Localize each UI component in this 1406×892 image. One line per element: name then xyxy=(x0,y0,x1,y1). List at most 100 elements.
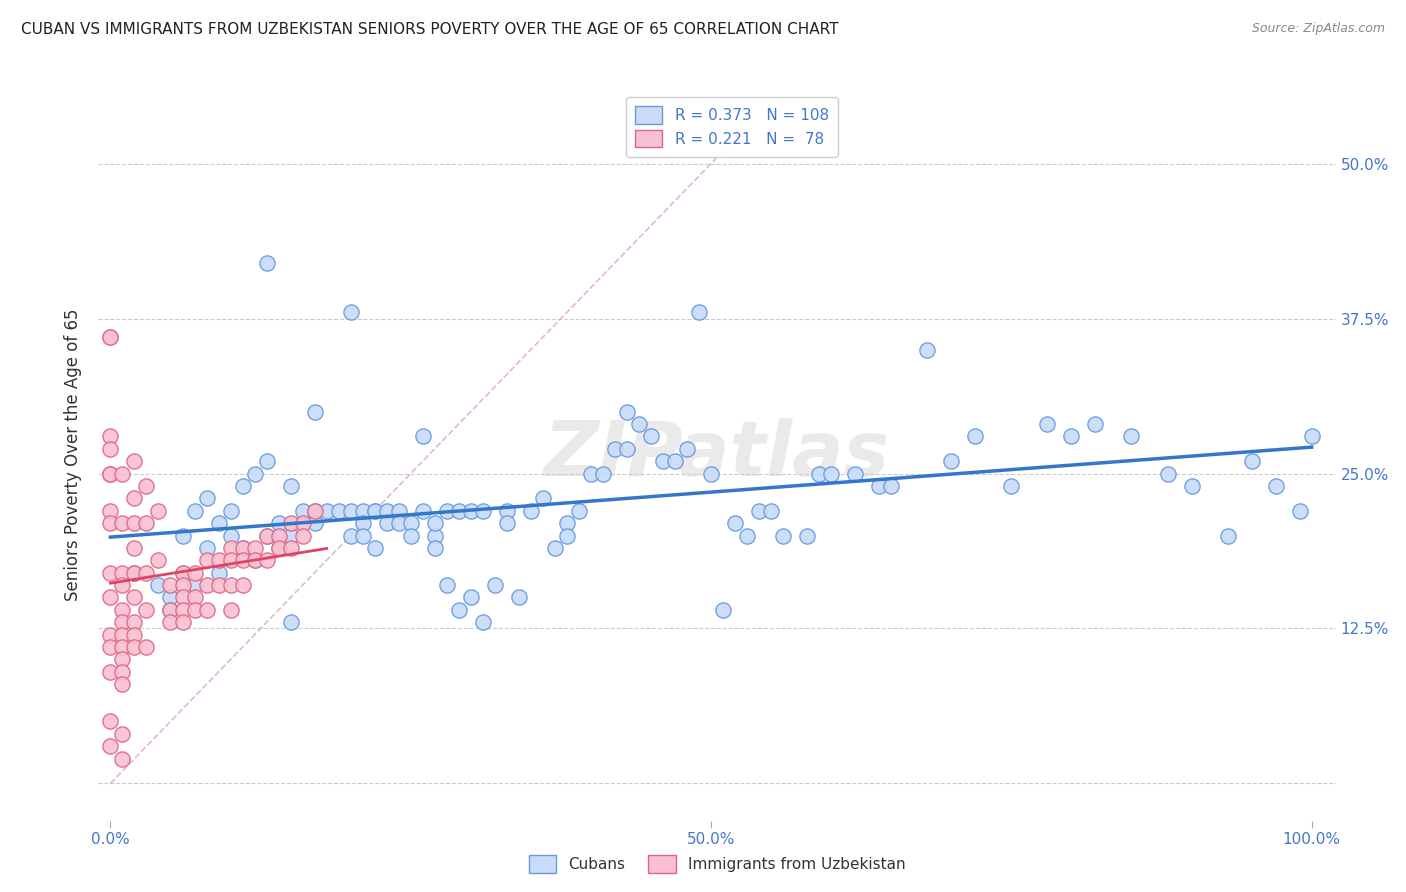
Point xyxy=(256,454,278,468)
Point xyxy=(676,442,699,456)
Point xyxy=(616,442,638,456)
Point xyxy=(111,652,134,666)
Point xyxy=(124,566,146,580)
Point xyxy=(148,553,170,567)
Point xyxy=(135,566,157,580)
Point xyxy=(111,516,134,530)
Point xyxy=(616,404,638,418)
Point xyxy=(111,727,134,741)
Point xyxy=(652,454,675,468)
Point xyxy=(256,553,278,567)
Point xyxy=(965,429,987,443)
Point xyxy=(100,467,122,481)
Point xyxy=(267,516,290,530)
Point xyxy=(172,578,194,592)
Point xyxy=(364,541,387,555)
Point xyxy=(207,553,229,567)
Point xyxy=(135,603,157,617)
Text: ZIPatlas: ZIPatlas xyxy=(544,418,890,491)
Point xyxy=(243,467,266,481)
Point xyxy=(111,677,134,691)
Point xyxy=(219,578,242,592)
Text: Source: ZipAtlas.com: Source: ZipAtlas.com xyxy=(1251,22,1385,36)
Point xyxy=(232,553,254,567)
Point xyxy=(1180,479,1202,493)
Point xyxy=(172,566,194,580)
Point xyxy=(280,615,302,630)
Point xyxy=(100,467,122,481)
Point xyxy=(195,578,218,592)
Point xyxy=(172,566,194,580)
Point xyxy=(1036,417,1059,431)
Point xyxy=(100,516,122,530)
Point xyxy=(531,491,554,506)
Point xyxy=(941,454,963,468)
Point xyxy=(352,528,374,542)
Point xyxy=(1060,429,1083,443)
Point xyxy=(399,516,422,530)
Point xyxy=(388,504,411,518)
Point xyxy=(111,467,134,481)
Point xyxy=(1288,504,1310,518)
Point xyxy=(172,603,194,617)
Point xyxy=(808,467,831,481)
Point xyxy=(724,516,747,530)
Point xyxy=(423,541,446,555)
Point xyxy=(124,491,146,506)
Point xyxy=(1084,417,1107,431)
Point xyxy=(159,578,181,592)
Point xyxy=(844,467,866,481)
Point xyxy=(124,516,146,530)
Point xyxy=(592,467,614,481)
Point xyxy=(1121,429,1143,443)
Point xyxy=(111,628,134,642)
Point xyxy=(219,553,242,567)
Point xyxy=(219,541,242,555)
Point xyxy=(232,541,254,555)
Point xyxy=(759,504,782,518)
Point xyxy=(748,504,770,518)
Point xyxy=(100,330,122,344)
Point xyxy=(436,504,458,518)
Point xyxy=(100,442,122,456)
Point xyxy=(135,479,157,493)
Point xyxy=(232,479,254,493)
Point xyxy=(267,541,290,555)
Point xyxy=(555,528,578,542)
Point xyxy=(172,591,194,605)
Point xyxy=(207,566,229,580)
Point xyxy=(100,591,122,605)
Point xyxy=(495,504,517,518)
Point xyxy=(148,578,170,592)
Point xyxy=(111,578,134,592)
Point xyxy=(172,615,194,630)
Point xyxy=(256,528,278,542)
Point xyxy=(183,591,205,605)
Point xyxy=(124,454,146,468)
Point xyxy=(100,330,122,344)
Point xyxy=(207,516,229,530)
Point xyxy=(735,528,758,542)
Point xyxy=(868,479,890,493)
Point xyxy=(243,553,266,567)
Point xyxy=(664,454,686,468)
Point xyxy=(603,442,626,456)
Point xyxy=(183,504,205,518)
Point xyxy=(544,541,567,555)
Point xyxy=(579,467,602,481)
Point xyxy=(412,429,434,443)
Point xyxy=(423,528,446,542)
Point xyxy=(159,615,181,630)
Point xyxy=(172,528,194,542)
Point xyxy=(304,504,326,518)
Point xyxy=(111,752,134,766)
Point xyxy=(1216,528,1239,542)
Point xyxy=(195,603,218,617)
Point xyxy=(124,615,146,630)
Point xyxy=(183,603,205,617)
Point xyxy=(219,603,242,617)
Point xyxy=(195,553,218,567)
Point xyxy=(256,256,278,270)
Point xyxy=(364,504,387,518)
Point xyxy=(339,528,361,542)
